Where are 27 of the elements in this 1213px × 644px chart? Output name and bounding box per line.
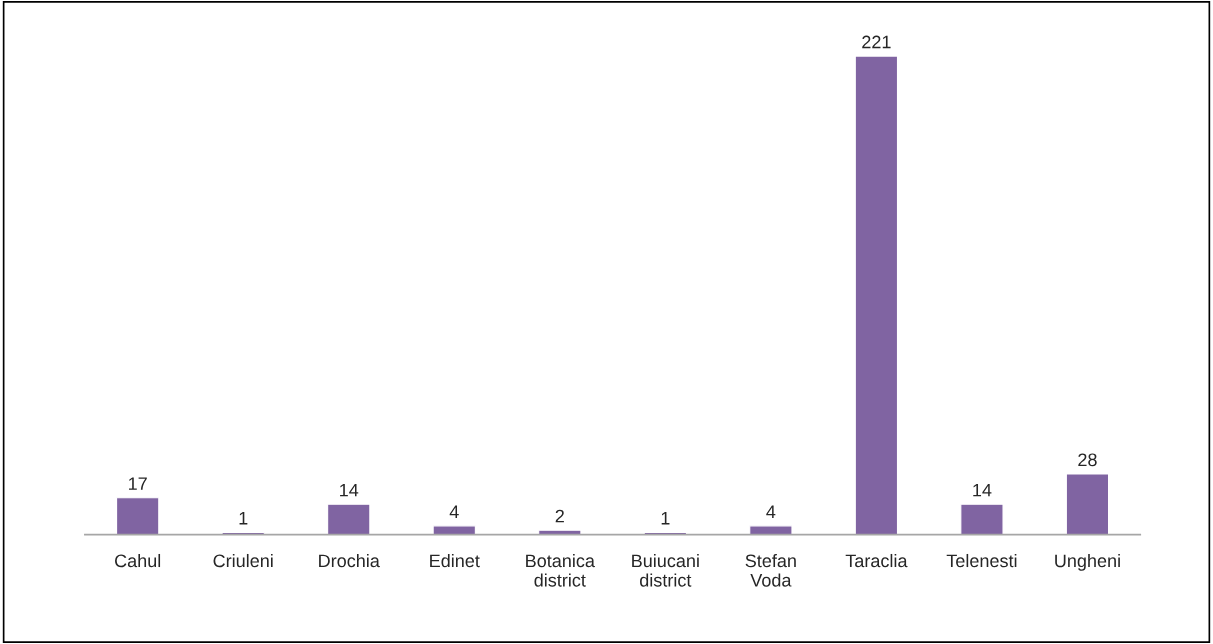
data-label: 2 bbox=[555, 509, 564, 523]
x-tick-label: Stefan Voda bbox=[745, 553, 796, 587]
data-label: 4 bbox=[449, 505, 459, 518]
bar bbox=[327, 503, 371, 535]
data-label: 4 bbox=[766, 505, 776, 518]
x-tick-label: Ungheni bbox=[1055, 553, 1120, 571]
bar bbox=[854, 55, 899, 535]
x-tick-label: Telenesti bbox=[946, 553, 1017, 568]
x-tick-label: Criuleni bbox=[213, 553, 273, 568]
x-tick-label: Edinet bbox=[430, 553, 480, 568]
data-label: 1 bbox=[661, 512, 670, 525]
bar bbox=[960, 503, 1004, 535]
x-tick-label: Drochia bbox=[319, 553, 380, 568]
bar bbox=[1065, 473, 1110, 535]
x-tick-label: Buiucani district bbox=[632, 553, 699, 587]
bar bbox=[749, 525, 793, 535]
data-label: 17 bbox=[129, 477, 147, 490]
x-tick-label: Cahul bbox=[115, 553, 161, 568]
x-tick-label: Taraclia bbox=[845, 553, 908, 568]
x-tick-label: Botanica district bbox=[526, 553, 595, 587]
data-label: 28 bbox=[1078, 453, 1097, 467]
data-label: 14 bbox=[340, 483, 359, 497]
data-label: 1 bbox=[239, 512, 248, 525]
bar bbox=[116, 497, 160, 535]
data-label: 221 bbox=[862, 35, 891, 49]
data-label: 14 bbox=[973, 483, 992, 497]
bar bbox=[432, 525, 476, 535]
